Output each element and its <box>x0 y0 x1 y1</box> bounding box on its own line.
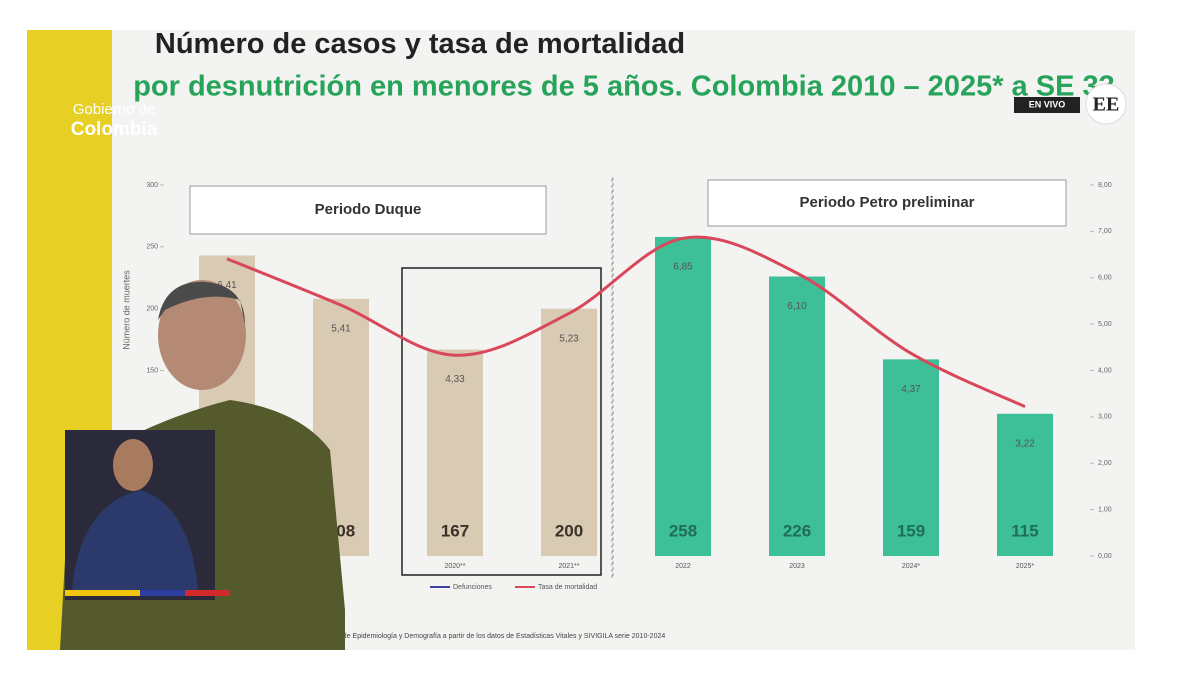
y2-tick-label: 2,00 <box>1098 460 1112 467</box>
x-tick-label: 2025* <box>1016 563 1035 570</box>
interpreter-head <box>113 439 153 491</box>
period-box <box>189 185 547 235</box>
live-badge <box>1014 97 1080 113</box>
rate-value-label: 6,85 <box>673 262 693 273</box>
bar-value-label: 258 <box>669 521 697 540</box>
bar-value-label: 115 <box>1011 521 1038 540</box>
y2-tick-label: 8,00 <box>1098 182 1112 189</box>
interpreter-body <box>72 490 198 590</box>
brand-text: EE <box>1093 94 1120 116</box>
rate-value-label: 4,37 <box>901 384 921 395</box>
flag-stripe <box>185 590 230 596</box>
source-note: Fuente: Dirección de Epidemiología y Dem… <box>286 633 665 640</box>
bar-value-label: 226 <box>783 521 811 540</box>
rate-value-label: 5,23 <box>559 333 579 344</box>
rate-value-label: 6,41 <box>217 280 237 291</box>
bar <box>427 349 483 556</box>
speaker-hair <box>158 281 245 325</box>
rate-value-label: 3,22 <box>1015 438 1035 449</box>
legend-label: Tasa de mortalidad <box>538 584 597 591</box>
bar <box>997 413 1053 556</box>
bar <box>769 276 825 556</box>
flag-stripe <box>140 590 185 596</box>
y-tick-label: 300 <box>146 182 158 189</box>
bar <box>541 308 597 556</box>
period-label: Periodo Duque <box>315 201 422 218</box>
chart-title: por desnutrición en menores de 5 años. C… <box>133 71 1123 103</box>
rate-line <box>226 235 1026 409</box>
x-tick-label: 2023 <box>789 563 805 570</box>
y-tick-label: 150 <box>146 367 158 374</box>
brand-badge <box>1085 83 1127 125</box>
y2-tick-label: 6,00 <box>1098 275 1112 282</box>
speaker-head <box>158 280 246 390</box>
y-axis-label: Número de muertes <box>121 270 131 350</box>
chart-title: Número de casos y tasa de mortalidad <box>155 28 685 60</box>
y2-tick-label: 0,00 <box>1098 553 1112 560</box>
bar-value-label: 200 <box>555 521 583 540</box>
logo-text: Gobierno de <box>73 101 156 118</box>
y-tick-label: 200 <box>146 306 158 313</box>
bar-value-label: 167 <box>441 521 469 540</box>
rate-value-label: 5,41 <box>331 323 351 334</box>
y-tick-label: 250 <box>146 244 158 251</box>
legend-label: Defunciones <box>453 584 492 591</box>
bar-value-label: 159 <box>897 521 925 540</box>
highlight-box <box>401 267 602 576</box>
y2-tick-label: 1,00 <box>1098 506 1112 513</box>
logo-text: Colombia <box>71 119 158 140</box>
x-tick-label: 2021** <box>558 563 579 570</box>
bar <box>655 236 711 556</box>
x-tick-label: 2020** <box>444 563 465 570</box>
rate-value-label: 6,10 <box>787 301 807 312</box>
bar <box>883 359 939 556</box>
period-label: Periodo Petro preliminar <box>799 194 974 211</box>
live-text: EN VIVO <box>1029 99 1066 109</box>
x-tick-label: 2022 <box>675 563 691 570</box>
y2-tick-label: 4,00 <box>1098 367 1112 374</box>
y2-tick-label: 3,00 <box>1098 414 1112 421</box>
y2-tick-label: 5,00 <box>1098 321 1112 328</box>
x-tick-label: 2024* <box>902 563 921 570</box>
flag-stripe <box>65 590 140 596</box>
period-box <box>707 179 1067 227</box>
y2-tick-label: 7,00 <box>1098 228 1112 235</box>
title-part: Número de casos y tasa de mortalidad <box>155 28 685 60</box>
rate-value-label: 4,33 <box>445 374 465 385</box>
period-divider <box>611 177 614 579</box>
